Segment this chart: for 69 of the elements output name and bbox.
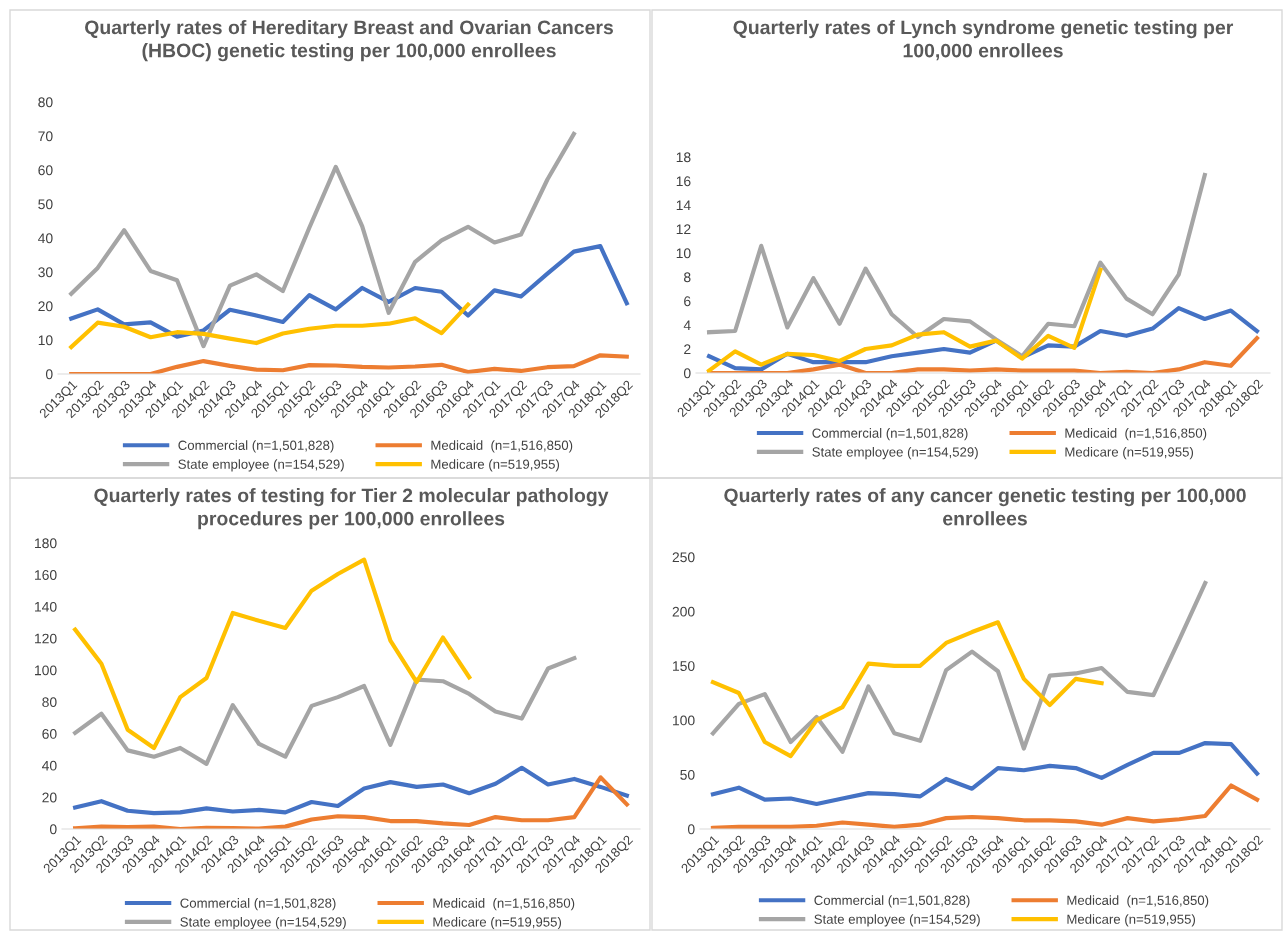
line-series [710, 783, 1260, 829]
y-tick-label: 14 [676, 200, 691, 211]
legend-label: Medicaid (n=1,516,850) [1067, 895, 1209, 908]
chart-title: Quarterly rates of Hereditary Breast and Ovarian Cancers (HBOC) genetic testing per 100,000 enrollees [85, 20, 613, 62]
legend-label: Medicare (n=519,955) [433, 916, 562, 930]
legend-label: State employee (n=154,529) [178, 459, 344, 472]
y-tick-label: 12 [676, 224, 691, 235]
y-tick-label: 0 [687, 824, 695, 835]
legend-label: State employee (n=154,529) [812, 446, 978, 460]
y-tick-label: 50 [38, 199, 53, 210]
line-series [710, 620, 1104, 759]
y-tick-label: 4 [683, 320, 691, 331]
line-series [706, 267, 1103, 373]
y-tick-label: 6 [684, 296, 691, 307]
y-tick-label: 70 [38, 131, 53, 142]
y-tick-label: 40 [38, 233, 53, 244]
y-tick-label: 60 [38, 165, 53, 176]
y-tick-label: 10 [38, 335, 53, 346]
y-tick-label: 2 [684, 344, 691, 355]
line-series [73, 656, 577, 766]
y-tick-label: 80 [42, 697, 57, 708]
y-tick-label: 16 [676, 176, 691, 187]
y-tick-label: 60 [42, 729, 57, 739]
y-tick-label: 20 [42, 792, 57, 803]
y-tick-label: 200 [672, 606, 695, 617]
line-series [69, 353, 629, 374]
y-tick-label: 10 [676, 248, 691, 259]
chart-title: Quarterly rates of any cancer genetic testing per 100,000 enrollees [724, 488, 1246, 526]
line-series [710, 581, 1208, 754]
y-tick-label: 120 [35, 633, 57, 644]
y-tick-label: 20 [38, 301, 53, 312]
y-tick-label: 50 [680, 769, 695, 780]
y-tick-label: 250 [672, 552, 695, 563]
legend-label: Medicare (n=519,955) [431, 459, 560, 472]
line-series [69, 131, 576, 349]
line-series [73, 775, 629, 829]
y-tick-label: 100 [35, 665, 57, 676]
legend-label: Medicaid (n=1,516,850) [1065, 428, 1207, 441]
y-tick-label: 40 [42, 760, 57, 771]
line-series [73, 557, 472, 751]
y-tick-label: 140 [35, 601, 57, 612]
y-tick-label: 0 [45, 369, 53, 380]
legend-label: Commercial (n=1,501,828) [812, 428, 968, 441]
line-series [706, 172, 1207, 359]
y-tick-label: 180 [35, 538, 57, 549]
y-tick-label: 150 [673, 661, 695, 671]
legend-label: Commercial (n=1,501,828) [180, 898, 336, 911]
legend-label: Medicare (n=519,955) [1067, 914, 1196, 927]
y-tick-label: 100 [673, 715, 695, 726]
line-series [710, 740, 1260, 807]
legend-label: Commercial (n=1,501,828) [814, 895, 970, 908]
chart-title: Quarterly rates of testing for Tier 2 molecular pathology procedures per 100,000 enrollees [94, 488, 609, 530]
legend-label: Medicaid (n=1,516,850) [433, 898, 575, 911]
y-tick-label: 30 [38, 267, 53, 278]
y-tick-label: 0 [683, 368, 691, 379]
legend-label: Medicaid (n=1,516,850) [431, 440, 573, 453]
y-tick-label: 8 [684, 272, 691, 283]
y-tick-label: 80 [38, 97, 53, 108]
line-series [73, 765, 629, 816]
legend-label: Medicare (n=519,955) [1065, 446, 1194, 460]
legend-label: State employee (n=154,529) [180, 916, 346, 930]
y-tick-label: 0 [49, 824, 57, 835]
line-series [69, 244, 629, 339]
legend-label: Commercial (n=1,501,828) [178, 440, 334, 453]
chart-title: Quarterly rates of Lynch syndrome genetic testing per 100,000 enrollees [733, 20, 1234, 61]
line-series [69, 302, 471, 350]
y-tick-label: 18 [676, 152, 691, 163]
legend-label: State employee (n=154,529) [814, 914, 980, 927]
y-tick-label: 160 [35, 570, 57, 580]
